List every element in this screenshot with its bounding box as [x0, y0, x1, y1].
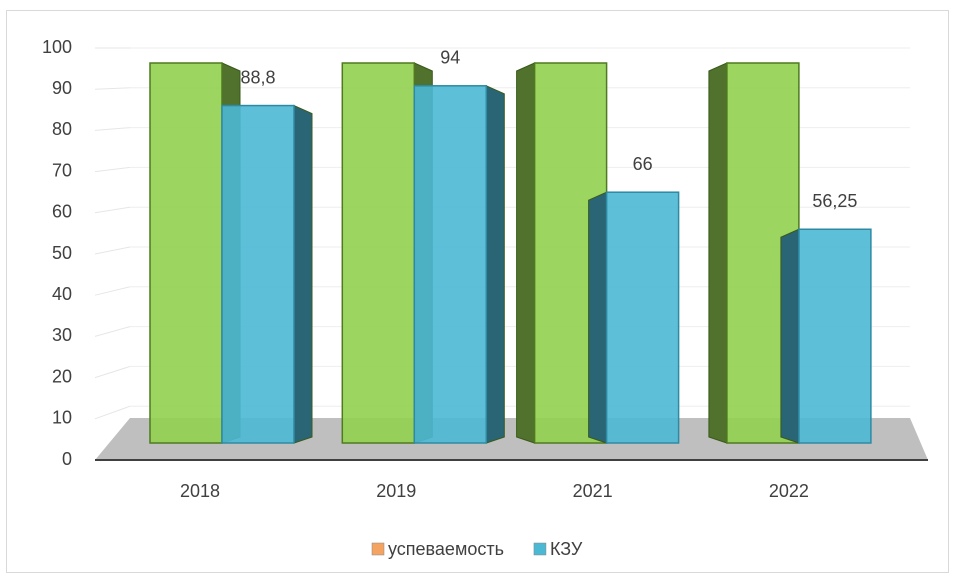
y-tick-label: 80 [52, 119, 72, 139]
bar-side [708, 62, 728, 444]
grid-line [94, 286, 131, 296]
bar-side [588, 191, 608, 444]
bar [341, 62, 416, 444]
data-label: 88,8 [240, 67, 275, 87]
bar [798, 228, 872, 444]
bar [605, 191, 680, 444]
grid-line [94, 87, 131, 90]
y-tick-label: 70 [52, 160, 72, 180]
bar-side [516, 62, 536, 444]
y-tick-label: 40 [52, 284, 72, 304]
grid-line [94, 405, 131, 420]
y-tick-label: 100 [42, 37, 72, 57]
data-label: 94 [440, 48, 460, 68]
y-tick-label: 90 [52, 78, 72, 98]
bar [413, 85, 488, 444]
grid-line [94, 127, 131, 131]
grid-line [94, 365, 131, 379]
y-tick-label: 10 [52, 408, 72, 428]
data-label: 56,25 [812, 191, 857, 211]
bar [221, 104, 295, 444]
bar-side [485, 85, 505, 444]
grid-line [94, 326, 131, 337]
y-tick-label: 60 [52, 202, 72, 222]
legend-label: успеваемость [388, 539, 504, 559]
legend-swatch [533, 542, 547, 556]
x-tick-label: 2021 [573, 481, 613, 501]
bar-side [780, 228, 800, 444]
bar [149, 62, 223, 444]
bar-side [293, 104, 313, 444]
data-label: 66 [633, 154, 653, 174]
legend-swatch [371, 542, 385, 556]
y-tick-label: 0 [62, 449, 72, 469]
grid-line [94, 206, 131, 214]
y-tick-label: 20 [52, 366, 72, 386]
x-tick-label: 2018 [180, 481, 220, 501]
x-tick-label: 2019 [376, 481, 416, 501]
grid-line [94, 166, 131, 173]
legend-label: КЗУ [550, 539, 583, 559]
grid-line [94, 246, 131, 255]
x-tick-label: 2022 [769, 481, 809, 501]
y-tick-label: 30 [52, 325, 72, 345]
y-tick-label: 50 [52, 243, 72, 263]
